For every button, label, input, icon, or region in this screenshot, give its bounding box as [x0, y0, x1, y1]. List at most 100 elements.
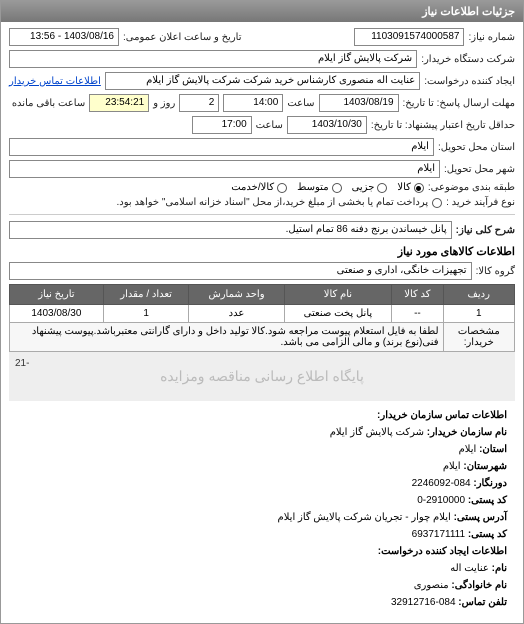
radio-part[interactable]: جزیی	[352, 182, 388, 193]
need-number-label: شماره نیاز:	[468, 32, 515, 43]
radio-dot-icon	[332, 183, 342, 193]
cell-qty: 1	[103, 305, 189, 323]
radio-purchase[interactable]	[432, 198, 442, 208]
need-number-field: 1103091574000587	[354, 28, 464, 46]
contact-province-value: ایلام	[459, 444, 477, 455]
classify-radio-group: کالا جزیی متوسط کالا/خدمت	[231, 182, 424, 193]
row-deadline: مهلت ارسال پاسخ: تا تاریخ: 1403/08/19 سا…	[9, 94, 515, 112]
th-index: ردیف	[443, 285, 514, 305]
radio-dot-icon	[432, 198, 442, 208]
radio-goods-service-label: کالا/خدمت	[231, 182, 274, 193]
buyer-device-label: شرکت دستگاه خریدار:	[421, 54, 515, 65]
th-code: کد کالا	[392, 285, 443, 305]
name-value: عنایت اله	[450, 563, 489, 574]
panel-body: شماره نیاز: 1103091574000587 تاریخ و ساع…	[1, 22, 523, 623]
row-city: شهر محل تحویل: ایلام	[9, 160, 515, 178]
corner-value: -21	[15, 358, 29, 369]
fax-label: دورنگار:	[473, 478, 507, 489]
th-date: تاریخ نیاز	[10, 285, 104, 305]
radio-dot-icon	[277, 183, 287, 193]
phone-value: 084-32912716	[391, 597, 456, 608]
radio-service-label: متوسط	[297, 182, 328, 193]
cell-code: --	[392, 305, 443, 323]
row-valid-to: حداقل تاریخ اعتبار پیشنهاد: تا تاریخ: 14…	[9, 116, 515, 134]
valid-to-date-field: 1403/10/30	[287, 116, 367, 134]
row-requester: ایجاد کننده درخواست: عنایت اله منصوری کا…	[9, 72, 515, 90]
remaining-days-field: 2	[179, 94, 219, 112]
classify-label: طبقه بندی موضوعی:	[428, 182, 515, 193]
radio-part-label: جزیی	[352, 182, 375, 193]
province-label: استان محل تحویل:	[438, 142, 515, 153]
org-value: شرکت پالایش گاز ایلام	[330, 427, 424, 438]
family-label: نام خانوادگی:	[451, 580, 507, 591]
watermark-area: -21 پایگاه اطلاع رسانی مناقصه ومزایده	[9, 352, 515, 401]
requester-label: ایجاد کننده درخواست:	[424, 76, 515, 87]
cell-index: 1	[443, 305, 514, 323]
address-label: آدرس پستی:	[454, 512, 507, 523]
radio-service[interactable]: متوسط	[297, 182, 341, 193]
goods-section-title: اطلاعات کالاهای مورد نیاز	[9, 245, 515, 258]
contact-city-label: شهرستان:	[463, 461, 507, 472]
valid-to-label: حداقل تاریخ اعتبار پیشنهاد: تا تاریخ:	[371, 120, 515, 131]
org-label: نام سازمان خریدار:	[427, 427, 507, 438]
requester-field: عنایت اله منصوری کارشناس خرید شرکت شرکت …	[105, 72, 420, 90]
table-row: 1 -- پانل پخت صنعتی عدد 1 1403/08/30	[10, 305, 515, 323]
goods-group-field: تجهیزات خانگی، اداری و صنعتی	[9, 262, 472, 280]
family-value: منصوری	[414, 580, 449, 591]
deadline-label: مهلت ارسال پاسخ: تا تاریخ:	[403, 98, 515, 109]
radio-goods[interactable]: کالا	[397, 182, 424, 193]
buyer-device-field: شرکت پالایش گاز ایلام	[9, 50, 417, 68]
row-need-number: شماره نیاز: 1103091574000587 تاریخ و ساع…	[9, 28, 515, 46]
remaining-label: ساعت باقی مانده	[12, 98, 85, 109]
panel-title: جزئیات اطلاعات نیاز	[1, 1, 523, 22]
announce-label: تاریخ و ساعت اعلان عمومی:	[123, 32, 242, 43]
valid-to-time-label: ساعت	[256, 120, 283, 131]
contact-section: اطلاعات تماس سازمان خریدار: نام سازمان خ…	[9, 401, 515, 617]
valid-to-time-field: 17:00	[192, 116, 252, 134]
note-text-cell: لطفا به فایل استعلام پیوست مراجعه شود.کا…	[10, 323, 444, 352]
purchase-type-note: پرداخت تمام یا بخشی از مبلغ خرید،از محل …	[9, 197, 428, 208]
creator-title: اطلاعات ایجاد کننده درخواست:	[378, 546, 507, 557]
announce-field: 1403/08/16 - 13:56	[9, 28, 119, 46]
name-label: نام:	[492, 563, 507, 574]
phone-label: تلفن تماس:	[458, 597, 507, 608]
postal-value: 2910000-0	[417, 495, 465, 506]
note-label-cell: مشخصات خریدار:	[443, 323, 514, 352]
zip-label: کد پستی:	[468, 529, 507, 540]
radio-goods-label: کالا	[397, 182, 411, 193]
radio-dot-icon	[377, 183, 387, 193]
buyer-contact-link[interactable]: اطلاعات تماس خریدار	[9, 76, 101, 87]
cell-unit: عدد	[189, 305, 284, 323]
remaining-days-label: روز و	[153, 98, 175, 109]
contact-title: اطلاعات تماس سازمان خریدار:	[377, 410, 507, 421]
province-field: ایلام	[9, 138, 434, 156]
radio-dot-icon	[414, 183, 424, 193]
details-panel: جزئیات اطلاعات نیاز شماره نیاز: 11030915…	[0, 0, 524, 624]
row-province: استان محل تحویل: ایلام	[9, 138, 515, 156]
postal-label: کد پستی:	[468, 495, 507, 506]
th-qty: تعداد / مقدار	[103, 285, 189, 305]
cell-date: 1403/08/30	[10, 305, 104, 323]
row-purchase-type: نوع فرآیند خرید : پرداخت تمام یا بخشی از…	[9, 197, 515, 208]
need-summary-field: پانل خیساندن برنج دفنه 86 تمام استیل.	[9, 221, 452, 239]
remaining-time-field: 23:54:21	[89, 94, 149, 112]
row-need-summary: شرح کلی نیاز: پانل خیساندن برنج دفنه 86 …	[9, 221, 515, 239]
goods-table: ردیف کد کالا نام کالا واحد شمارش تعداد /…	[9, 284, 515, 352]
row-classify: طبقه بندی موضوعی: کالا جزیی متوسط کالا/خ…	[9, 182, 515, 193]
th-unit: واحد شمارش	[189, 285, 284, 305]
row-goods-group: گروه کالا: تجهیزات خانگی، اداری و صنعتی	[9, 262, 515, 280]
goods-group-label: گروه کالا:	[476, 266, 515, 277]
city-label: شهر محل تحویل:	[444, 164, 515, 175]
table-note-row: مشخصات خریدار: لطفا به فایل استعلام پیوس…	[10, 323, 515, 352]
zip-value: 6937171111	[412, 529, 465, 540]
fax-value: 084-2246092	[412, 478, 471, 489]
table-header-row: ردیف کد کالا نام کالا واحد شمارش تعداد /…	[10, 285, 515, 305]
radio-goods-service[interactable]: کالا/خدمت	[231, 182, 287, 193]
watermark-text: پایگاه اطلاع رسانی مناقصه ومزایده	[160, 368, 364, 384]
need-summary-label: شرح کلی نیاز:	[456, 225, 515, 236]
address-value: ایلام چوار - تجریان شرکت پالایش گاز ایلا…	[278, 512, 451, 523]
th-name: نام کالا	[284, 285, 392, 305]
deadline-date-field: 1403/08/19	[319, 94, 399, 112]
deadline-time-field: 14:00	[223, 94, 283, 112]
row-buyer-device: شرکت دستگاه خریدار: شرکت پالایش گاز ایلا…	[9, 50, 515, 68]
